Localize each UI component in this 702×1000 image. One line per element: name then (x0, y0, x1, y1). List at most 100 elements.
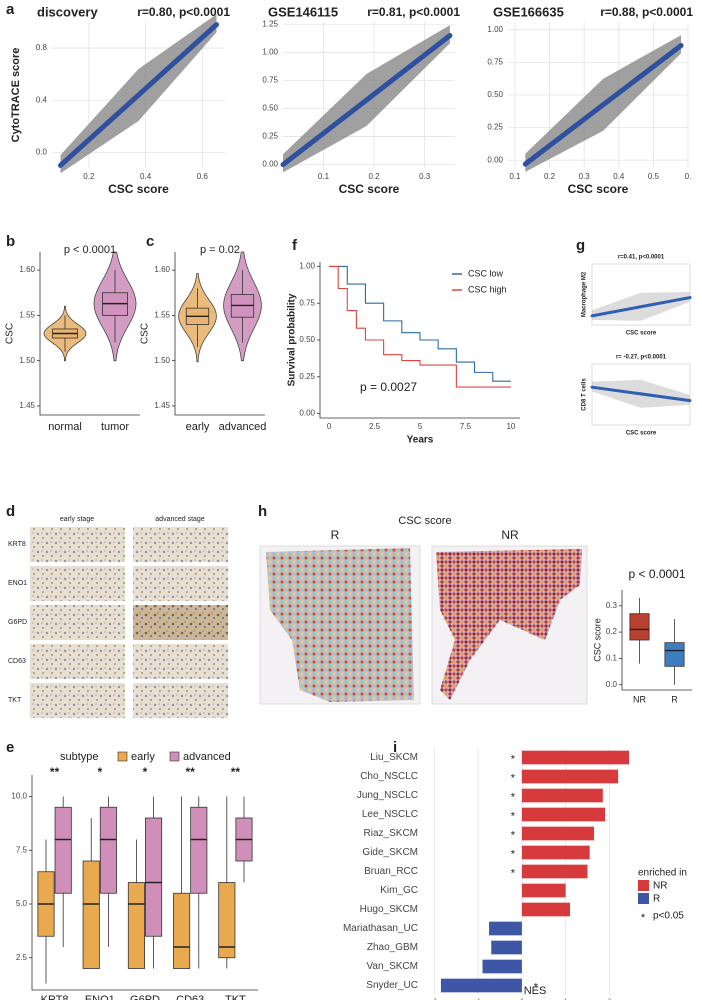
x-axis-label: CSC score (626, 431, 657, 437)
bar (521, 750, 630, 765)
box (173, 892, 191, 969)
y-tick-label: Snyder_UC (366, 980, 418, 991)
x-tick-label: 5 (418, 422, 423, 431)
box (54, 806, 72, 894)
y-tick-label: 0.00 (487, 155, 503, 164)
significance: ** (50, 765, 60, 779)
y-tick-label: 0.00 (262, 160, 278, 169)
y-tick-label: 1.00 (299, 262, 315, 271)
chart-title: r= -0.27, p<0.0001 (616, 355, 667, 361)
box (99, 806, 117, 894)
x-tick-label: 0.1 (509, 172, 521, 181)
significance: * (511, 772, 516, 784)
legend-label: advanced (183, 751, 231, 763)
ihc-image (133, 683, 228, 718)
annotation: r=0.88, p<0.0001 (600, 5, 693, 19)
legend-label: NR (653, 881, 667, 892)
y-tick-label: 0.75 (299, 298, 315, 307)
y-tick-label: 0.1 (606, 654, 618, 663)
x-axis-label: CSC score (108, 182, 169, 196)
bar (440, 978, 522, 993)
legend-swatch (638, 893, 649, 904)
panel-label: g (576, 237, 585, 254)
row-label: ENO1 (8, 580, 27, 587)
box (664, 642, 685, 667)
y-axis-label: CSC score (592, 618, 602, 662)
x-tick-label: TKT (225, 994, 246, 1000)
panel-label: e (6, 739, 14, 756)
fit-line (590, 385, 692, 403)
y-tick-label: 5.0 (16, 899, 28, 908)
legend-symbol: * (641, 912, 646, 924)
bar (521, 902, 570, 917)
x-tick-label: 0 (520, 998, 523, 1000)
ihc-image (133, 566, 228, 601)
significance: * (511, 810, 516, 822)
x-axis-label: NES (524, 985, 547, 997)
panel-label: d (6, 503, 15, 520)
x-tick-label: 0.3 (579, 172, 591, 181)
y-tick-label: 1.00 (262, 47, 278, 56)
x-tick-label: 7.5 (460, 422, 472, 431)
significance: * (534, 981, 539, 993)
y-axis-label: Macrophage M2 (582, 271, 588, 317)
y-tick-label: 0.0 (36, 147, 48, 156)
y-axis-label: CSC (5, 323, 16, 344)
y-tick-label: 0.25 (262, 132, 278, 141)
x-tick-label: advanced (219, 421, 267, 433)
y-tick-label: 0.0 (606, 680, 618, 689)
bar (521, 807, 605, 822)
panel-label: h (258, 503, 267, 520)
row-label: TKT (8, 697, 22, 704)
chart-title: GSE146115 (268, 4, 338, 19)
y-tick-label: 0.3 (606, 601, 618, 610)
plot-background (591, 263, 691, 326)
x-tick-label: 10 (506, 422, 515, 431)
panel-label: i (393, 739, 397, 756)
y-tick-label: Cho_NSCLC (360, 771, 418, 782)
legend-swatch (117, 751, 128, 762)
x-tick-label: 0. (685, 172, 692, 181)
y-tick-label: 0.4 (36, 95, 48, 104)
legend-title: enriched in (638, 868, 687, 879)
survival-curve (329, 265, 511, 382)
x-tick-label: 0.2 (83, 172, 95, 181)
ihc-image (133, 644, 228, 679)
box (145, 817, 163, 937)
y-tick-label: Liu_SKCM (370, 752, 418, 763)
y-tick-label: 10.0 (11, 792, 27, 801)
y-tick-label: Lee_NSCLC (362, 809, 418, 820)
annotation: r=0.81, p<0.0001 (367, 5, 460, 19)
row-label: KRT8 (8, 541, 26, 548)
panel-label: b (6, 233, 15, 250)
y-tick-label: Mariathasan_UC (343, 923, 418, 934)
ihc-image (30, 566, 125, 601)
legend-label: p<0.05 (653, 911, 684, 922)
y-tick-label: Van_SKCM (366, 961, 418, 972)
x-tick-label: 0.3 (419, 172, 431, 181)
fit-line (590, 296, 692, 318)
column-header: early stage (60, 516, 94, 523)
significance: ** (231, 765, 241, 779)
chart-title: discovery (37, 4, 98, 19)
annotation: r=0.80, p<0.0001 (137, 5, 230, 19)
ihc-image (30, 644, 125, 679)
x-tick-label: 0.1 (318, 172, 330, 181)
annotation: p < 0.0001 (628, 567, 685, 581)
y-tick-label: 7.5 (16, 845, 28, 854)
x-tick-label: -2 (432, 998, 437, 1000)
y-tick-label: Kim_GC (380, 885, 418, 896)
axis-line (31, 775, 258, 991)
x-axis-label: CSC score (626, 331, 657, 337)
significance: * (97, 765, 102, 779)
y-tick-label: 0.50 (487, 90, 503, 99)
y-tick-label: 0.50 (299, 335, 315, 344)
y-tick-label: 0.25 (487, 123, 503, 132)
bar (521, 769, 619, 784)
x-tick-label: normal (48, 421, 82, 433)
axis-line (39, 252, 140, 416)
x-tick-label: 0.5 (648, 172, 660, 181)
column-header: advanced stage (155, 516, 205, 523)
fit-line (522, 42, 684, 167)
